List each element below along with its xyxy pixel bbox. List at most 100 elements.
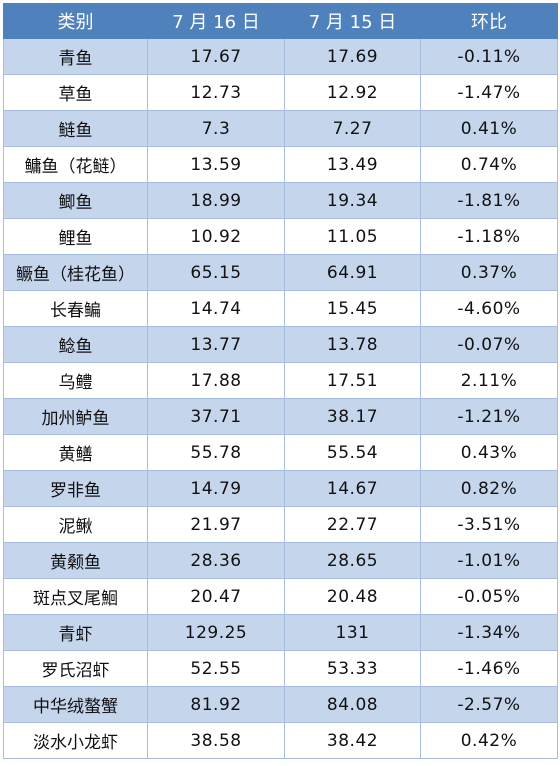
- cell-jul16-price: 28.36: [147, 542, 285, 579]
- cell-jul15-price: 55.54: [284, 434, 421, 471]
- table-header: 类别 7 月 16 日 7 月 15 日 环比: [3, 3, 558, 39]
- cell-category: 草鱼: [3, 74, 148, 111]
- cell-jul15-price: 38.42: [284, 722, 421, 759]
- table-row: 罗非鱼 14.79 14.67 0.82%: [3, 470, 558, 507]
- cell-change: -3.51%: [420, 506, 558, 543]
- cell-category: 鲫鱼: [3, 182, 148, 219]
- cell-category: 斑点叉尾鮰: [3, 578, 148, 615]
- cell-change: -1.01%: [420, 542, 558, 579]
- cell-change: 0.37%: [420, 254, 558, 291]
- table-row: 鲫鱼 18.99 19.34 -1.81%: [3, 182, 558, 219]
- cell-change: -1.46%: [420, 650, 558, 687]
- table-row: 黄颡鱼 28.36 28.65 -1.01%: [3, 542, 558, 579]
- cell-jul16-price: 7.3: [147, 110, 285, 147]
- cell-category: 鳙鱼（花鲢）: [3, 146, 148, 183]
- table-row: 泥鳅 21.97 22.77 -3.51%: [3, 506, 558, 543]
- cell-change: -4.60%: [420, 290, 558, 327]
- table-row: 罗氏沼虾 52.55 53.33 -1.46%: [3, 650, 558, 687]
- cell-jul15-price: 12.92: [284, 74, 421, 111]
- cell-change: 0.41%: [420, 110, 558, 147]
- cell-category: 罗非鱼: [3, 470, 148, 507]
- table-row: 中华绒螯蟹 81.92 84.08 -2.57%: [3, 686, 558, 723]
- table-row: 斑点叉尾鮰 20.47 20.48 -0.05%: [3, 578, 558, 615]
- cell-jul15-price: 22.77: [284, 506, 421, 543]
- cell-jul15-price: 15.45: [284, 290, 421, 327]
- cell-change: -0.07%: [420, 326, 558, 363]
- cell-category: 鲤鱼: [3, 218, 148, 255]
- cell-change: 0.82%: [420, 470, 558, 507]
- cell-jul16-price: 14.79: [147, 470, 285, 507]
- cell-change: -2.57%: [420, 686, 558, 723]
- cell-jul15-price: 53.33: [284, 650, 421, 687]
- cell-change: -1.34%: [420, 614, 558, 651]
- header-jul16: 7 月 16 日: [147, 3, 285, 39]
- cell-change: -0.05%: [420, 578, 558, 615]
- cell-jul15-price: 13.78: [284, 326, 421, 363]
- cell-jul16-price: 17.67: [147, 38, 285, 75]
- table-row: 鳜鱼（桂花鱼） 65.15 64.91 0.37%: [3, 254, 558, 291]
- cell-jul16-price: 13.77: [147, 326, 285, 363]
- cell-change: -1.18%: [420, 218, 558, 255]
- cell-category: 黄鳝: [3, 434, 148, 471]
- table-row: 鲤鱼 10.92 11.05 -1.18%: [3, 218, 558, 255]
- table-row: 长春鳊 14.74 15.45 -4.60%: [3, 290, 558, 327]
- header-jul15: 7 月 15 日: [284, 3, 421, 39]
- cell-jul15-price: 28.65: [284, 542, 421, 579]
- cell-category: 鳜鱼（桂花鱼）: [3, 254, 148, 291]
- cell-jul16-price: 13.59: [147, 146, 285, 183]
- header-category: 类别: [3, 3, 148, 39]
- cell-category: 青虾: [3, 614, 148, 651]
- cell-jul15-price: 17.69: [284, 38, 421, 75]
- cell-jul16-price: 52.55: [147, 650, 285, 687]
- cell-jul15-price: 17.51: [284, 362, 421, 399]
- cell-jul16-price: 55.78: [147, 434, 285, 471]
- cell-change: 0.74%: [420, 146, 558, 183]
- cell-change: 2.11%: [420, 362, 558, 399]
- table-row: 加州鲈鱼 37.71 38.17 -1.21%: [3, 398, 558, 435]
- cell-jul16-price: 129.25: [147, 614, 285, 651]
- table-row: 青鱼 17.67 17.69 -0.11%: [3, 38, 558, 75]
- cell-jul16-price: 65.15: [147, 254, 285, 291]
- table-row: 鲢鱼 7.3 7.27 0.41%: [3, 110, 558, 147]
- cell-jul15-price: 11.05: [284, 218, 421, 255]
- cell-category: 泥鳅: [3, 506, 148, 543]
- table-body: 青鱼 17.67 17.69 -0.11% 草鱼 12.73 12.92 -1.47% 鲢鱼 7.…: [3, 38, 558, 759]
- table-row: 青虾 129.25 131 -1.34%: [3, 614, 558, 651]
- table-row: 鳙鱼（花鲢） 13.59 13.49 0.74%: [3, 146, 558, 183]
- cell-change: 0.43%: [420, 434, 558, 471]
- cell-category: 加州鲈鱼: [3, 398, 148, 435]
- cell-jul16-price: 12.73: [147, 74, 285, 111]
- cell-jul16-price: 21.97: [147, 506, 285, 543]
- cell-category: 长春鳊: [3, 290, 148, 327]
- cell-jul16-price: 81.92: [147, 686, 285, 723]
- table-row: 黄鳝 55.78 55.54 0.43%: [3, 434, 558, 471]
- cell-jul16-price: 10.92: [147, 218, 285, 255]
- table-row: 淡水小龙虾 38.58 38.42 0.42%: [3, 722, 558, 759]
- cell-jul16-price: 18.99: [147, 182, 285, 219]
- fish-price-table: 类别 7 月 16 日 7 月 15 日 环比 青鱼 17.67 17.69 -0.1…: [3, 3, 558, 759]
- header-change: 环比: [420, 3, 558, 39]
- cell-jul15-price: 13.49: [284, 146, 421, 183]
- cell-jul16-price: 20.47: [147, 578, 285, 615]
- cell-jul16-price: 17.88: [147, 362, 285, 399]
- table-row: 鲶鱼 13.77 13.78 -0.07%: [3, 326, 558, 363]
- cell-jul15-price: 20.48: [284, 578, 421, 615]
- cell-category: 青鱼: [3, 38, 148, 75]
- cell-change: 0.42%: [420, 722, 558, 759]
- cell-category: 淡水小龙虾: [3, 722, 148, 759]
- cell-category: 鲶鱼: [3, 326, 148, 363]
- cell-jul16-price: 38.58: [147, 722, 285, 759]
- cell-jul15-price: 19.34: [284, 182, 421, 219]
- cell-category: 中华绒螯蟹: [3, 686, 148, 723]
- cell-change: -1.81%: [420, 182, 558, 219]
- cell-change: -0.11%: [420, 38, 558, 75]
- table-row: 草鱼 12.73 12.92 -1.47%: [3, 74, 558, 111]
- cell-jul15-price: 84.08: [284, 686, 421, 723]
- cell-category: 鲢鱼: [3, 110, 148, 147]
- table-row: 乌鳢 17.88 17.51 2.11%: [3, 362, 558, 399]
- cell-jul16-price: 14.74: [147, 290, 285, 327]
- header-row: 类别 7 月 16 日 7 月 15 日 环比: [3, 3, 558, 39]
- cell-jul16-price: 37.71: [147, 398, 285, 435]
- cell-jul15-price: 38.17: [284, 398, 421, 435]
- cell-jul15-price: 14.67: [284, 470, 421, 507]
